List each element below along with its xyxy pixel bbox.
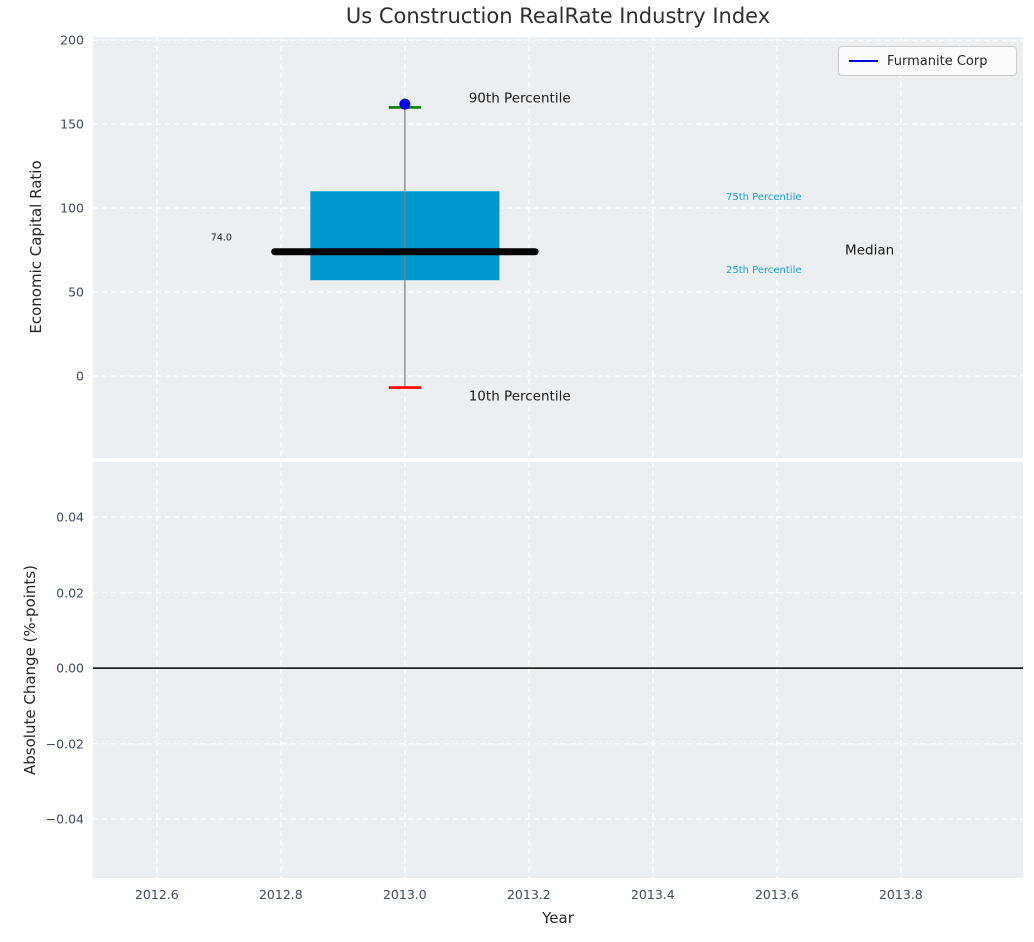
x-tick-label: 2013.6 — [754, 887, 799, 902]
y-tick-label: 150 — [60, 116, 84, 132]
x-tick-label: 2013.0 — [382, 887, 427, 902]
y-tick-label: 50 — [68, 284, 84, 300]
y-tick-label: −0.04 — [45, 811, 84, 827]
x-axis-label: Year — [542, 909, 574, 927]
x-tick-label: 2013.8 — [878, 887, 923, 902]
y-tick-label: −0.02 — [45, 736, 84, 752]
y-tick-label: 0.00 — [56, 660, 84, 676]
y-tick-label: 0.02 — [56, 585, 84, 601]
y-tick-label: 200 — [60, 32, 84, 48]
annotation: 75th Percentile — [726, 192, 802, 204]
x-tick-label: 2012.8 — [258, 887, 303, 902]
plot-area — [93, 37, 1023, 458]
annotation: Median — [845, 242, 895, 259]
legend-label: Furmanite Corp — [887, 53, 988, 69]
y-axis-label-top: Economic Capital Ratio — [27, 160, 45, 334]
x-tick-label: 2013.4 — [630, 887, 675, 902]
plot-area — [93, 462, 1023, 878]
y-tick-label: 0 — [76, 368, 84, 384]
x-tick-label: 2013.2 — [506, 887, 551, 902]
annotation: 10th Percentile — [468, 388, 571, 405]
figure-title: Us Construction RealRate Industry Index — [345, 4, 771, 28]
legend: Furmanite Corp — [838, 46, 1017, 76]
company-point — [399, 98, 411, 110]
y-tick-label: 100 — [60, 200, 84, 216]
annotation: 25th Percentile — [726, 264, 802, 276]
annotation: 74.0 — [210, 232, 232, 244]
annotation: 90th Percentile — [468, 90, 571, 107]
y-tick-label: 0.04 — [56, 509, 84, 525]
x-tick-label: 2012.6 — [134, 887, 179, 902]
legend-line-swatch — [849, 60, 878, 62]
